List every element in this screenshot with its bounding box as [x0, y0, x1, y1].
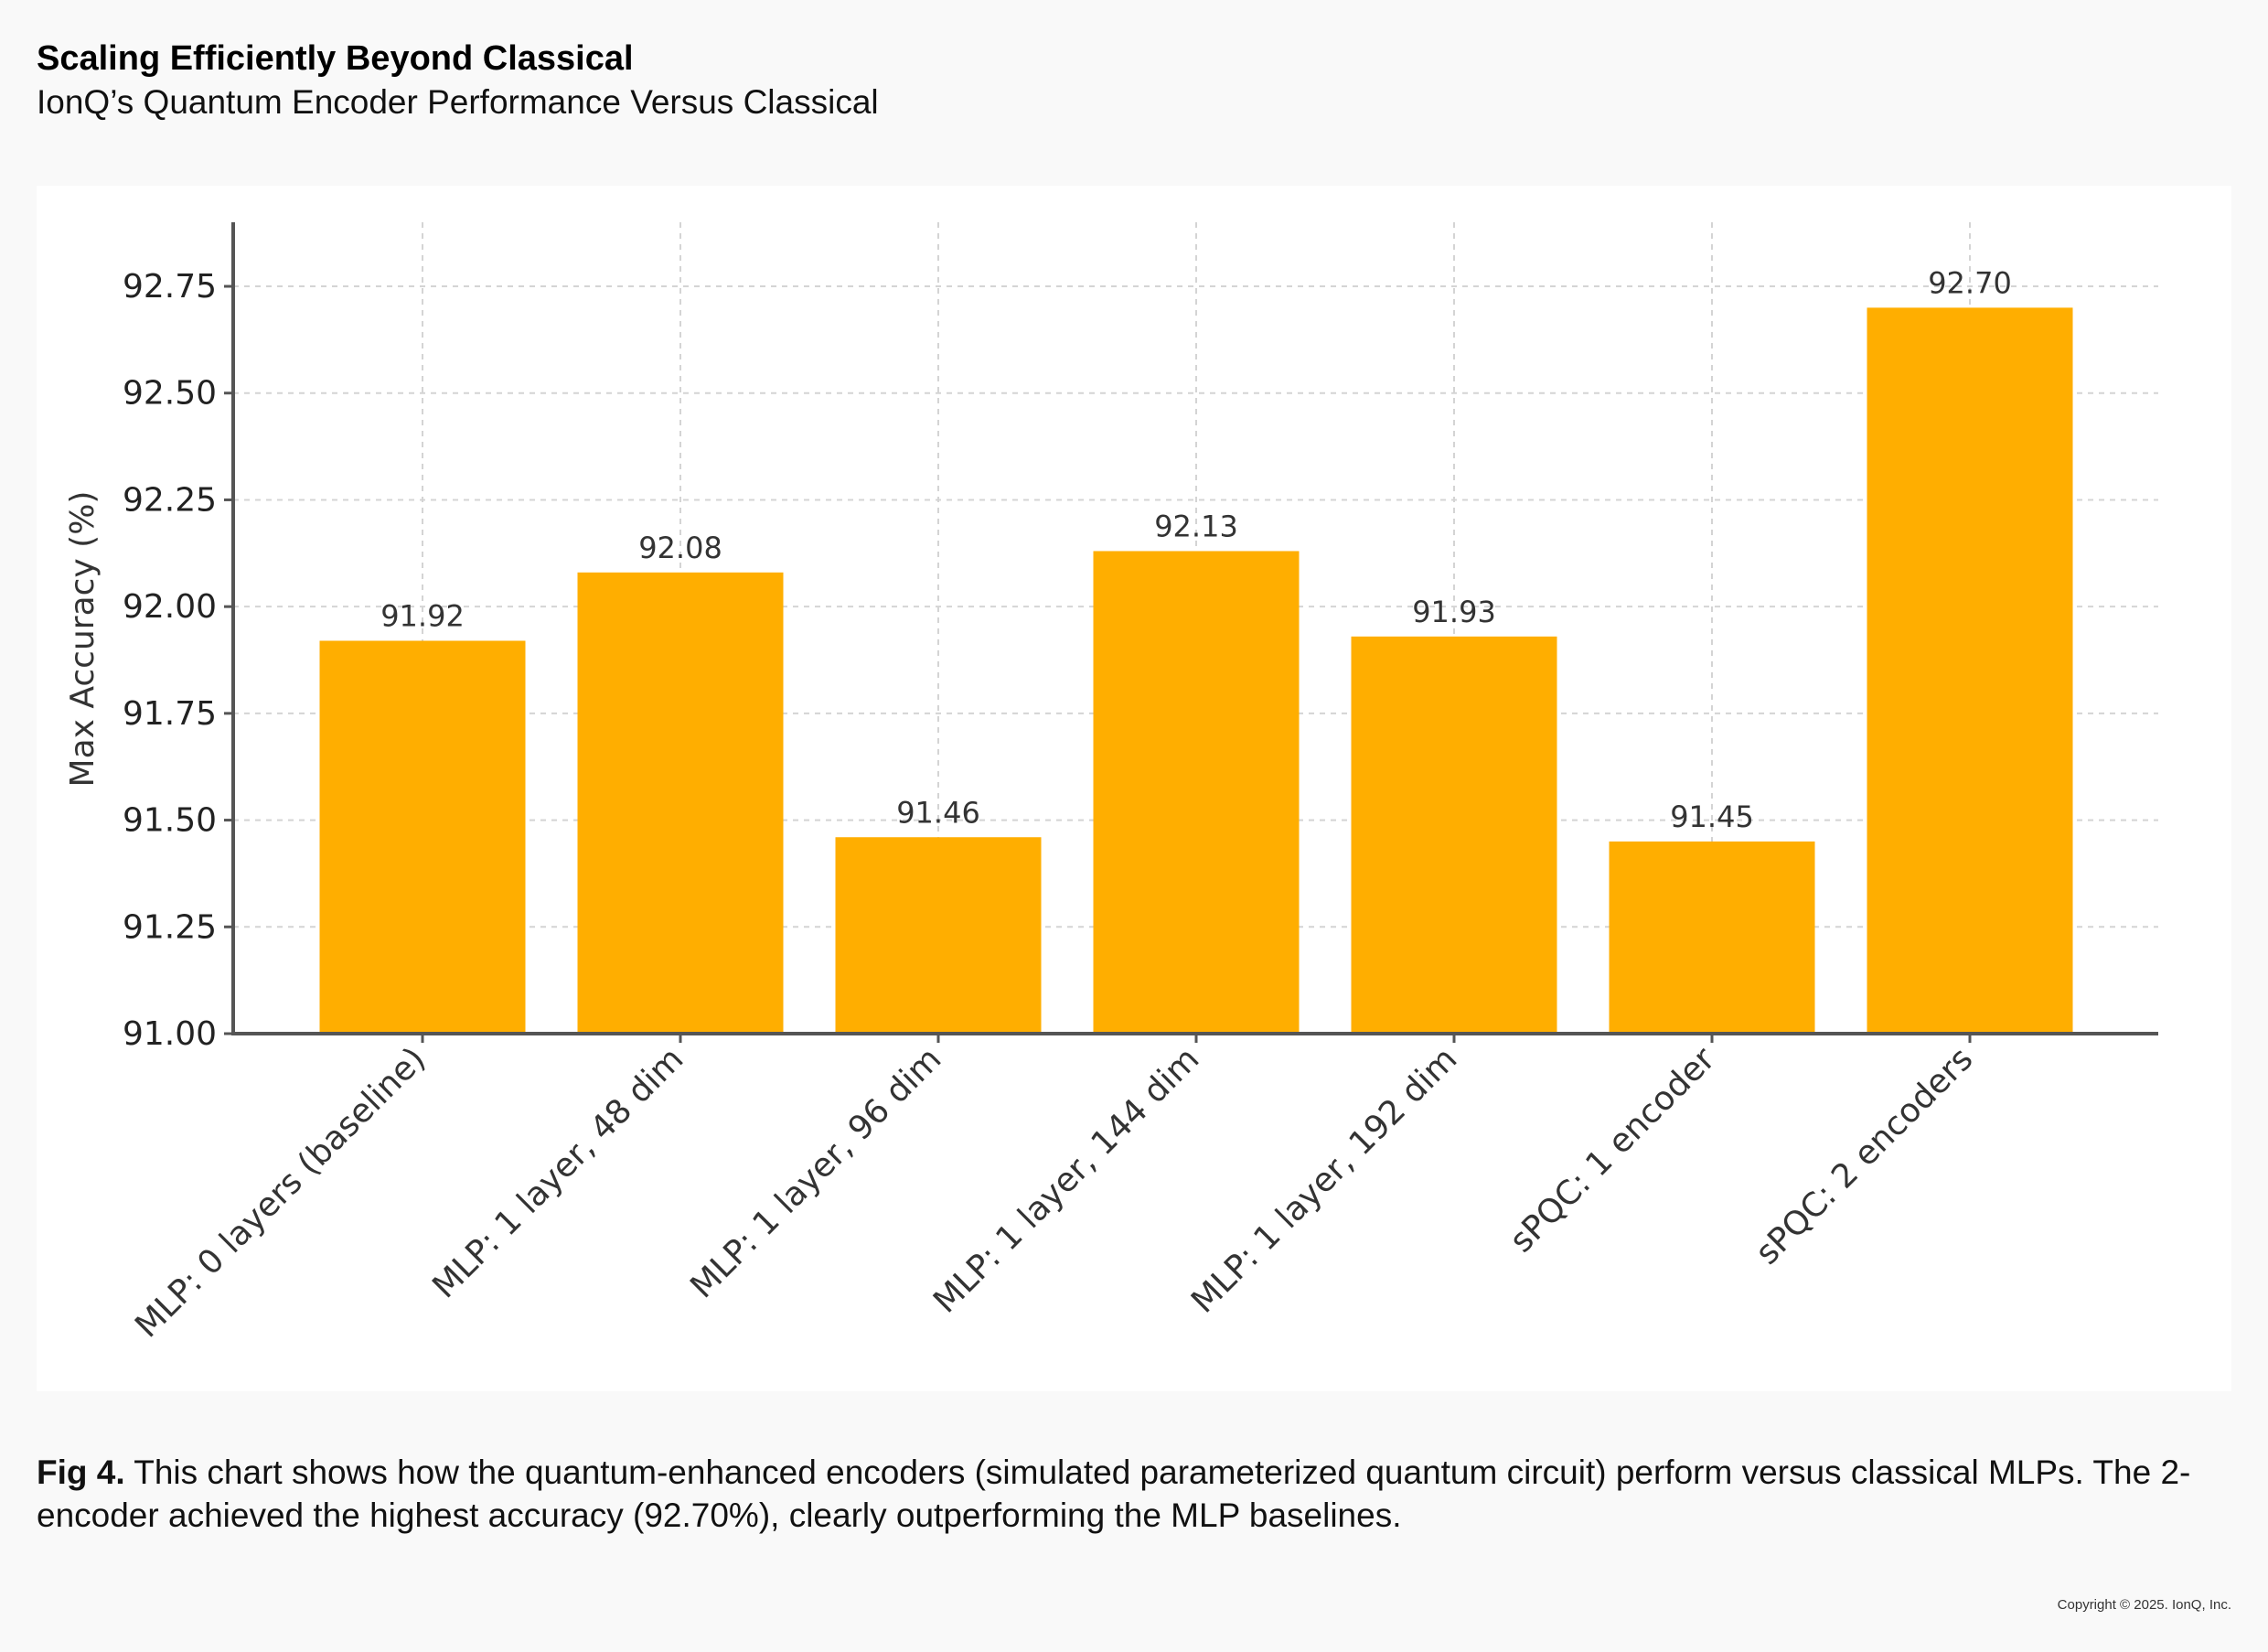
chart-subtitle: IonQ’s Quantum Encoder Performance Versu…: [37, 83, 879, 121]
y-tick-label: 91.25: [123, 908, 217, 946]
y-tick-label: 92.00: [123, 588, 217, 626]
x-tick-label: sPQC: 2 encoders: [1749, 1040, 1980, 1271]
x-tick-label: MLP: 0 layers (baseline): [128, 1040, 433, 1345]
x-tick-label: MLP: 1 layer, 48 dim: [425, 1040, 690, 1305]
bar: [835, 837, 1042, 1034]
x-tick-label: sPQC: 1 encoder: [1503, 1040, 1722, 1260]
bar: [319, 640, 526, 1034]
figure-caption: Fig 4. This chart shows how the quantum-…: [37, 1451, 2213, 1537]
y-tick-label: 92.75: [123, 268, 217, 306]
header: Scaling Efficiently Beyond Classical Ion…: [37, 37, 879, 124]
bar: [1867, 307, 2073, 1034]
bar-value-label: 91.92: [380, 599, 465, 634]
y-tick-label: 91.75: [123, 695, 217, 733]
chart-panel: 91.00 91.25 91.50 91.75 92.00 92.25 92.50 92.75…: [37, 186, 2231, 1391]
y-tick-label: 91.50: [123, 802, 217, 840]
y-tick-label: 92.25: [123, 481, 217, 519]
y-tick-label: 91.00: [123, 1015, 217, 1053]
grid-layer: [233, 222, 2158, 1034]
caption-text: This chart shows how the quantum-enhance…: [37, 1454, 2191, 1534]
bar: [577, 572, 784, 1034]
bar: [1609, 841, 1815, 1034]
y-tick-label: 92.50: [123, 375, 217, 413]
bar-value-label: 91.93: [1412, 595, 1496, 629]
bar-chart: 91.00 91.25 91.50 91.75 92.00 92.25 92.50 92.75…: [64, 222, 2158, 1346]
x-tick-label: MLP: 1 layer, 96 dim: [683, 1040, 948, 1305]
bar-layer: [319, 307, 2073, 1034]
chart-title: Scaling Efficiently Beyond Classical: [37, 39, 634, 78]
bar-value-label: 91.46: [896, 795, 980, 830]
bar: [1351, 636, 1557, 1034]
bar-value-label: 92.70: [1928, 265, 2012, 300]
bar-value-label: 91.45: [1670, 799, 1754, 834]
y-axis-title: Max Accuracy (%): [64, 491, 102, 788]
axis-layer: [224, 222, 2158, 1043]
caption-label: Fig 4.: [37, 1454, 125, 1491]
copyright-notice: Copyright © 2025. IonQ, Inc.: [2057, 1597, 2231, 1613]
bar-value-label: 92.13: [1154, 509, 1238, 543]
bar: [1093, 551, 1300, 1034]
bar-value-label: 92.08: [638, 531, 722, 565]
x-tick-label: MLP: 1 layer, 144 dim: [926, 1040, 1206, 1320]
x-tick-label: MLP: 1 layer, 192 dim: [1184, 1040, 1464, 1320]
